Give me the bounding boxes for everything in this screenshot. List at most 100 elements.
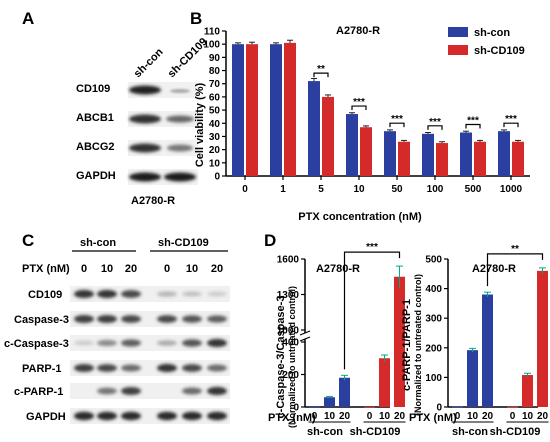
band	[121, 339, 141, 347]
bar-sh-cd109	[436, 143, 448, 176]
band	[74, 340, 94, 346]
blot-c-row-gapdh: GAPDH	[26, 411, 66, 423]
y-tick-label: 400	[425, 284, 442, 295]
band	[74, 411, 94, 421]
significance-marker: ***	[505, 114, 517, 125]
y-tick-label: 100	[425, 373, 442, 384]
chart-b-xlabel: PTX concentration (nM)	[298, 211, 422, 223]
panel-d-parp-chart: A2780-R c-PARP-1/PARP-1 (Normalized to u…	[401, 244, 549, 438]
significance-bracket	[313, 72, 329, 78]
band	[129, 85, 161, 95]
y-tick-label: 10	[209, 158, 221, 169]
x-tick-label: 1000	[500, 184, 523, 195]
axis-break-gap	[300, 333, 310, 339]
blot-c-group-sh-cd109: sh-CD109	[158, 237, 209, 249]
bar-sh-cd109	[474, 141, 486, 176]
y-tick-label: 1300	[277, 290, 300, 301]
y-tick-label: 40	[209, 119, 221, 130]
chart-d1-group-sh-cd109: sh-CD109	[350, 426, 401, 438]
significance-marker: **	[317, 64, 325, 75]
chart-d2-group-sh-cd109: sh-CD109	[490, 426, 541, 438]
x-tick-label: 0	[312, 411, 318, 422]
chart-d1-ylabel: c-Caspase-3/Caspase-3	[275, 296, 287, 419]
x-tick-label: 10	[522, 411, 534, 422]
axis-break-mark	[299, 336, 311, 342]
significance-marker: ***	[429, 117, 441, 128]
chart-d2-title: A2780-R	[472, 263, 516, 275]
significance-marker: ***	[366, 242, 378, 253]
chart-d1-ylabel-2: (Normalized to untreated control)	[287, 286, 297, 428]
blot-c-dose: 0	[81, 263, 87, 275]
band	[157, 315, 177, 323]
bar	[537, 270, 548, 407]
significance-bracket	[503, 122, 519, 128]
x-tick-label: 0	[510, 411, 516, 422]
panel-a-western-blot: sh-con sh-CD109 CD109 ABCB1 ABCG2 GAPDH …	[76, 36, 210, 207]
bar-sh-cd109	[512, 141, 524, 176]
chart-d2-ylabel: c-PARP-1/PARP-1	[401, 299, 413, 391]
legend-label-sh-con: sh-con	[474, 27, 510, 39]
axis-break-mark	[299, 330, 311, 336]
blot-a-bands	[128, 82, 198, 185]
y-tick-label: 20	[209, 145, 221, 156]
blot-c-ptx-label: PTX (nM)	[22, 263, 70, 275]
bar-sh-cd109	[360, 127, 372, 176]
blot-c-bands	[70, 286, 230, 424]
y-tick-label: 200	[425, 343, 442, 354]
band	[170, 89, 190, 93]
y-tick-label: 1000	[277, 326, 300, 337]
band	[182, 339, 202, 347]
band	[207, 411, 227, 421]
significance-marker: ***	[353, 97, 365, 108]
panel-d-caspase-chart: A2780-R c-Caspase-3/Caspase-3 (Normalize…	[268, 242, 406, 438]
blot-strip	[70, 383, 230, 399]
bar-sh-con	[308, 81, 320, 176]
blot-a-row-cd109: CD109	[76, 83, 110, 95]
blot-c-row-cd109: CD109	[28, 289, 62, 301]
significance-bracket	[486, 253, 544, 287]
legend-swatch-sh-cd109	[448, 45, 468, 55]
bar-sh-con	[422, 133, 434, 176]
bar-sh-cd109	[398, 141, 410, 176]
chart-d1-title: A2780-R	[316, 263, 360, 275]
blot-strip	[70, 360, 230, 376]
bar	[324, 397, 335, 407]
y-tick-label: 100	[203, 40, 220, 51]
band	[129, 143, 161, 153]
band	[97, 315, 117, 323]
panel-label-b: B	[190, 9, 202, 28]
band	[207, 364, 227, 372]
blot-a-row-abcb1: ABCB1	[76, 112, 114, 124]
blot-strip	[70, 311, 230, 327]
blot-c-row-c-parp-1: c-PARP-1	[14, 386, 63, 398]
band	[97, 387, 117, 395]
band	[121, 315, 141, 323]
chart-d2-ylabel-2: (Normalized to untreated control)	[413, 274, 423, 416]
blot-c-row-parp-1: PARP-1	[22, 363, 62, 375]
bar-sh-con	[346, 114, 358, 176]
x-tick-label: 10	[467, 411, 479, 422]
band	[97, 339, 117, 347]
blot-c-group-sh-con: sh-con	[80, 237, 116, 249]
band	[182, 364, 202, 372]
blot-c-row-caspase-3: Caspase-3	[14, 314, 69, 326]
x-tick-label: 500	[465, 184, 482, 195]
band	[97, 411, 117, 421]
y-tick-label: 30	[209, 132, 221, 143]
y-tick-label: 110	[204, 27, 221, 38]
y-tick-label: 300	[425, 314, 442, 325]
bar-sh-con	[460, 132, 472, 176]
y-tick-label: 60	[209, 92, 221, 103]
bar	[364, 406, 375, 408]
blot-c-dose: 10	[101, 263, 113, 275]
significance-marker: ***	[467, 116, 479, 127]
blot-a-row-abcg2: ABCG2	[76, 141, 115, 153]
bar-sh-con	[270, 44, 282, 176]
band	[157, 363, 177, 373]
band	[207, 315, 227, 323]
band	[157, 411, 177, 421]
band	[166, 115, 194, 123]
y-tick-label: 0	[436, 403, 442, 414]
band	[182, 387, 202, 395]
panel-b-viability-chart: A2780-R Cell viability (%) PTX concentra…	[194, 25, 530, 223]
